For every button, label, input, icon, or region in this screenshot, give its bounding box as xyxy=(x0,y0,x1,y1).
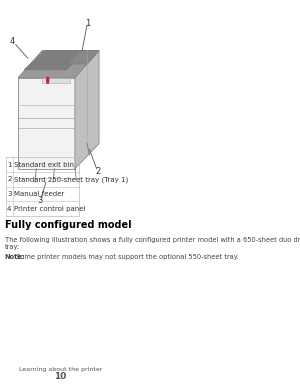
Text: 2: 2 xyxy=(7,176,12,182)
Polygon shape xyxy=(18,78,75,169)
Text: Some printer models may not support the optional 550-sheet tray.: Some printer models may not support the … xyxy=(14,254,239,260)
Text: Learning about the printer: Learning about the printer xyxy=(19,367,102,372)
Text: The following illustration shows a fully configured printer model with a 650-she: The following illustration shows a fully… xyxy=(5,237,300,250)
Polygon shape xyxy=(75,50,99,169)
Text: Manual feeder: Manual feeder xyxy=(14,191,64,197)
Text: 3: 3 xyxy=(37,196,43,206)
Polygon shape xyxy=(24,50,87,70)
Text: 1: 1 xyxy=(85,19,91,28)
Polygon shape xyxy=(68,50,99,64)
Text: 4: 4 xyxy=(10,37,15,47)
Text: Note:: Note: xyxy=(5,254,25,260)
Text: 3: 3 xyxy=(7,191,12,197)
Text: 1: 1 xyxy=(7,161,12,168)
Text: 10: 10 xyxy=(54,372,67,381)
Bar xyxy=(6,157,79,216)
Text: Standard 250-sheet tray (Tray 1): Standard 250-sheet tray (Tray 1) xyxy=(14,176,128,182)
Text: Printer control panel: Printer control panel xyxy=(14,206,86,212)
Polygon shape xyxy=(18,50,99,78)
Text: Fully configured model: Fully configured model xyxy=(5,220,131,230)
Text: 2: 2 xyxy=(95,167,100,176)
Text: 4: 4 xyxy=(7,206,12,212)
Circle shape xyxy=(47,77,49,83)
Bar xyxy=(42,78,70,83)
Text: Standard exit bin: Standard exit bin xyxy=(14,161,74,168)
